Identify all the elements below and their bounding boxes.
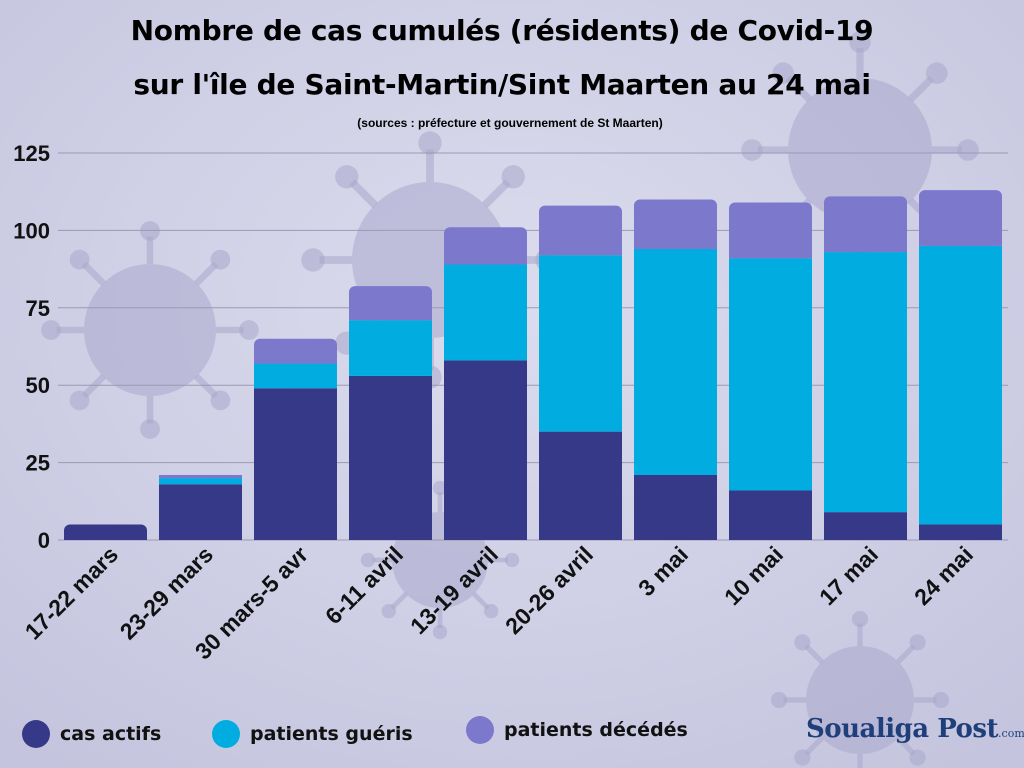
bar-segment-actifs	[159, 484, 242, 540]
bar-segment-gueris	[824, 252, 907, 513]
chart-title-line2: sur l'île de Saint-Martin/Sint Maarten a…	[133, 68, 871, 101]
bar-segment-actifs	[824, 512, 907, 540]
bar-segment-base	[824, 244, 907, 253]
legend-item-actifs: cas actifs	[22, 718, 161, 750]
y-tick-label: 25	[26, 451, 50, 476]
x-tick-label: 24 mai	[909, 541, 978, 610]
bar-segment-actifs	[634, 474, 717, 540]
legend-label-decedes: patients décédés	[504, 719, 688, 741]
x-tick-label: 6-11 avril	[320, 541, 408, 629]
y-tick-label: 50	[26, 373, 50, 398]
x-tick-label: 17 mai	[814, 541, 883, 610]
y-tick-label: 0	[38, 528, 50, 553]
legend-item-decedes: patients décédés	[466, 714, 688, 746]
x-tick-label: 20-26 avril	[500, 541, 598, 639]
bar-segment-gueris	[254, 363, 337, 389]
bar-segment-gueris	[444, 264, 527, 361]
bar-segment-actifs	[349, 375, 432, 540]
x-tick-label: 13-19 avril	[405, 541, 503, 639]
y-tick-label: 75	[26, 296, 50, 321]
bar-segment-gueris	[539, 255, 622, 432]
x-tick-label: 23-29 mars	[115, 541, 218, 644]
brand-suffix: .com	[998, 727, 1024, 740]
bar-segment-decedes	[634, 199, 717, 249]
x-tick-label: 10 mai	[719, 541, 788, 610]
bar-segment-decedes	[729, 202, 812, 259]
chart-subtitle: (sources : préfecture et gouvernement de…	[357, 116, 663, 130]
legend-label-gueris: patients guéris	[250, 723, 413, 745]
bar-segment-decedes	[539, 205, 622, 256]
bar-segment-gueris	[349, 320, 432, 376]
bar-segment-decedes	[824, 196, 907, 253]
legend-label-actifs: cas actifs	[60, 723, 162, 745]
bar-segment-actifs	[254, 388, 337, 540]
legend-item-gueris: patients guéris	[212, 718, 413, 750]
legend-swatch-gueris	[212, 720, 240, 748]
legend-swatch-decedes	[466, 716, 494, 744]
y-tick-label: 100	[13, 218, 50, 243]
x-tick-label: 17-22 mars	[20, 541, 123, 644]
bar-segment-gueris	[634, 248, 717, 475]
bar-segment-actifs	[444, 360, 527, 540]
bar-segment-base	[444, 256, 527, 265]
bar-segment-actifs	[729, 490, 812, 540]
bar-segment-gueris	[729, 258, 812, 491]
bar-segment-actifs	[539, 431, 622, 540]
bar-segment-base	[64, 532, 147, 540]
brand-name: Soualiga Post	[806, 714, 999, 744]
brand-logo: Soualiga Post.com	[806, 714, 1024, 754]
legend-swatch-actifs	[22, 720, 50, 748]
bar-segment-decedes	[349, 286, 432, 321]
bar-segment-decedes	[444, 227, 527, 265]
bar-segment-gueris	[159, 478, 242, 485]
bar-segment-base	[634, 240, 717, 249]
bar-segment-decedes	[919, 190, 1002, 246]
bar-segment-base	[254, 355, 337, 364]
bar-segment-base	[919, 237, 1002, 246]
bar-segment-base	[729, 250, 812, 259]
bar-segment-actifs	[919, 524, 1002, 540]
chart-title-line1: Nombre de cas cumulés (résidents) de Cov…	[130, 14, 874, 47]
bar-segment-base	[349, 312, 432, 321]
x-tick-label: 3 mai	[633, 541, 693, 601]
y-tick-label: 125	[13, 141, 50, 166]
bar-segment-gueris	[919, 245, 1002, 525]
bar-segment-base	[159, 474, 242, 479]
bar-segment-base	[539, 247, 622, 256]
